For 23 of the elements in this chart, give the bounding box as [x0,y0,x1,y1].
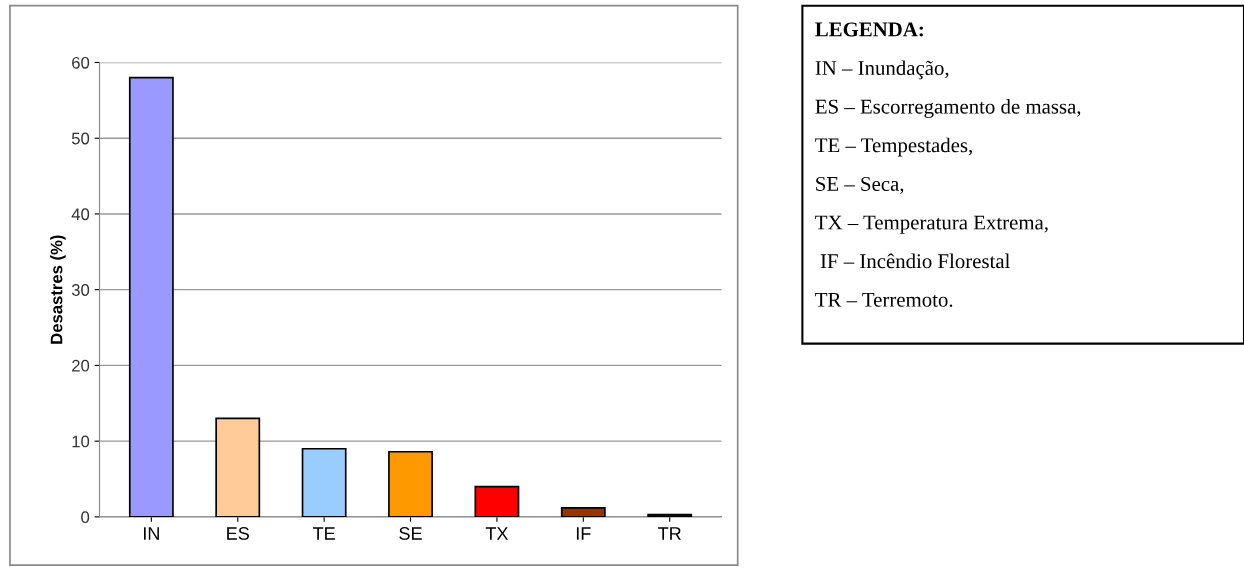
text: TE – Tempestades, [815,137,972,157]
text: TR – Terremoto. [815,292,953,307]
y-tick-label: 10 [72,435,90,448]
y-axis-title: Desastres (%) [50,235,66,344]
y-tick-label: 20 [72,359,90,372]
text: LEGENDA: [815,22,923,37]
text: IF – Incêndio Florestal [820,253,1010,269]
y-tick-label: 60 [72,56,90,69]
text: TX – Temperatura Extrema, [815,215,1048,234]
text: IN – Inundação, [815,60,949,80]
x-tick-label: IN [143,527,159,540]
x-tick-label: IF [576,527,591,540]
y-tick-label: 30 [71,284,90,296]
x-tick-label: TE [313,527,335,540]
x-tick-label: TR [658,527,681,540]
text: ES – Escorregamento de massa, [815,99,1081,118]
x-tick-label: SE [399,527,422,540]
x-tick-label: TX [485,527,509,540]
x-tick-label: ES [227,527,249,540]
y-tick-label: 40 [71,208,90,221]
text: SE – Seca, [816,176,904,194]
y-tick-label: 0 [81,511,90,524]
y-tick-label: 50 [71,132,90,145]
